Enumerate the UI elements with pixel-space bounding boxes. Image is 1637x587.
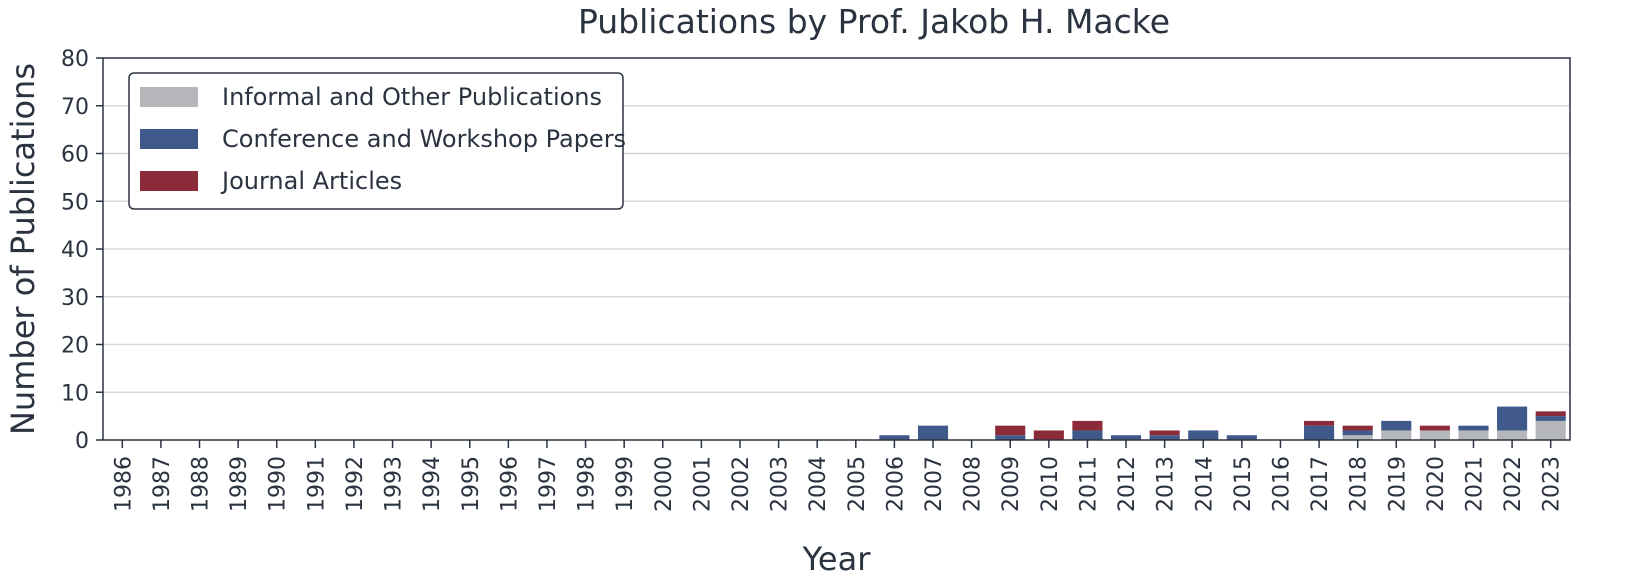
bar-segment — [1458, 425, 1489, 431]
x-tick-label: 2017 — [1308, 456, 1333, 512]
bar-segment — [1342, 435, 1373, 440]
bar-segment — [1304, 420, 1335, 426]
bar-segment — [1535, 416, 1566, 421]
x-tick-label: 2003 — [768, 456, 793, 512]
x-tick-label: 2009 — [999, 456, 1024, 512]
x-tick-label: 1999 — [613, 456, 638, 512]
y-tick-label: 50 — [61, 190, 89, 215]
x-tick-label: 1994 — [420, 456, 445, 512]
y-tick-label: 80 — [61, 47, 89, 72]
legend-swatch — [140, 87, 198, 107]
x-tick-label: 2004 — [806, 456, 831, 512]
x-tick-label: 2014 — [1192, 456, 1217, 512]
x-tick-label: 2008 — [961, 456, 986, 512]
x-tick-label: 2016 — [1269, 456, 1294, 512]
bar-segment — [1304, 425, 1335, 440]
x-tick-label: 2005 — [845, 456, 870, 512]
bar-segment — [917, 425, 949, 440]
x-tick-label: 1988 — [189, 456, 214, 512]
bars — [879, 406, 1566, 440]
x-tick-label: 1989 — [227, 456, 252, 512]
x-tick-label: 2021 — [1462, 456, 1487, 512]
x-tick-label: 2013 — [1154, 456, 1179, 512]
bar-segment — [1149, 430, 1180, 436]
x-ticks: 1986 1987 1988 1989 1990 1991 1992 1993 1994 1995… — [111, 440, 1565, 512]
x-tick-label: 2011 — [1076, 456, 1101, 512]
bar-segment — [1149, 435, 1180, 440]
x-tick-label: 1997 — [536, 456, 561, 512]
x-tick-label: 2018 — [1347, 456, 1372, 512]
x-tick-label: 2012 — [1115, 456, 1140, 512]
x-tick-label: 2022 — [1501, 456, 1526, 512]
x-tick-label: 2015 — [1231, 456, 1256, 512]
y-axis-label: Number of Publications — [4, 63, 42, 435]
chart-title: Publications by Prof. Jakob H. Macke — [578, 2, 1170, 41]
x-tick-label: 1996 — [497, 456, 522, 512]
y-tick-label: 70 — [61, 95, 89, 120]
legend-swatch — [140, 171, 198, 191]
x-tick-label: 1986 — [111, 456, 136, 512]
bar-segment — [1188, 430, 1219, 440]
bar-segment — [1535, 411, 1566, 417]
bar-segment — [1226, 435, 1257, 440]
bar-segment — [1072, 420, 1103, 431]
bar-segment — [1458, 430, 1489, 440]
bar-segment — [1497, 406, 1528, 431]
legend-box — [128, 72, 624, 210]
x-tick-label: 1998 — [575, 456, 600, 512]
x-tick-label: 2007 — [922, 456, 947, 512]
x-tick-label: 1993 — [382, 456, 407, 512]
bar-segment — [995, 425, 1026, 436]
x-tick-label: 2002 — [729, 456, 754, 512]
y-tick-label: 10 — [61, 381, 89, 406]
bar-segment — [879, 435, 910, 440]
x-tick-label: 2020 — [1424, 456, 1449, 512]
y-tick-label: 40 — [61, 238, 89, 263]
y-ticks: 0 10 20 30 40 50 60 70 80 — [61, 47, 103, 454]
legend-label: Journal Articles — [220, 167, 402, 195]
x-axis-label: Year — [802, 540, 872, 578]
bar-segment — [1535, 420, 1566, 440]
x-tick-label: 1992 — [343, 456, 368, 512]
bar-segment — [1342, 425, 1373, 431]
x-tick-label: 2019 — [1385, 456, 1410, 512]
bar-segment — [1419, 425, 1450, 431]
y-tick-label: 20 — [61, 334, 89, 359]
x-tick-label: 1987 — [150, 456, 175, 512]
y-tick-label: 30 — [61, 286, 89, 311]
x-tick-label: 2010 — [1038, 456, 1063, 512]
bar-segment — [1381, 430, 1412, 440]
x-tick-label: 1990 — [266, 456, 291, 512]
legend: Informal and Other Publications Conferenc… — [128, 72, 626, 210]
x-tick-label: 2023 — [1540, 456, 1565, 512]
x-tick-label: 2000 — [652, 456, 677, 512]
bar-segment — [1110, 435, 1142, 440]
x-tick-label: 1995 — [459, 456, 484, 512]
x-tick-label: 1991 — [304, 456, 329, 512]
bar-segment — [1342, 430, 1373, 436]
legend-label: Informal and Other Publications — [222, 83, 602, 111]
legend-label: Conference and Workshop Papers — [222, 125, 626, 153]
y-tick-label: 60 — [61, 143, 89, 168]
x-tick-label: 2001 — [690, 456, 715, 512]
bar-segment — [1033, 430, 1064, 440]
bar-segment — [1072, 430, 1103, 440]
bar-segment — [995, 435, 1026, 440]
bar-segment — [1497, 430, 1528, 440]
bar-segment — [1419, 430, 1450, 440]
y-tick-label: 0 — [75, 429, 89, 454]
bar-segment — [1381, 420, 1412, 431]
legend-swatch — [140, 129, 198, 149]
x-tick-label: 2006 — [883, 456, 908, 512]
